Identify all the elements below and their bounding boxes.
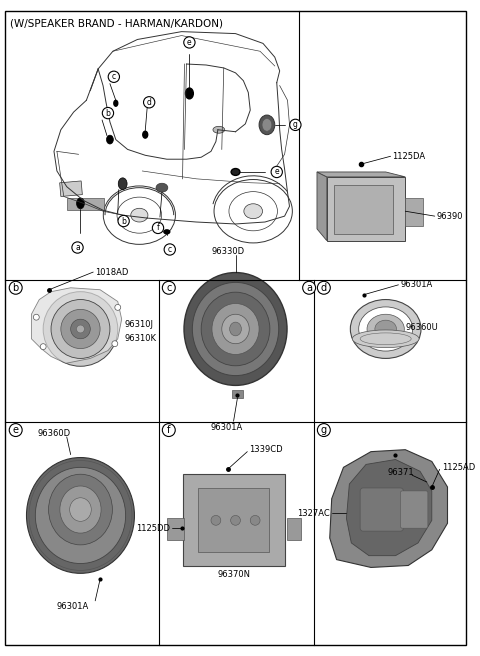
Ellipse shape — [244, 204, 263, 218]
Text: e: e — [187, 38, 192, 47]
Text: 96360U: 96360U — [405, 323, 438, 331]
Ellipse shape — [213, 127, 225, 133]
Bar — [231, 390, 243, 398]
Text: b: b — [12, 283, 19, 293]
Ellipse shape — [36, 467, 126, 564]
Polygon shape — [330, 449, 447, 567]
Ellipse shape — [60, 486, 101, 533]
FancyBboxPatch shape — [360, 488, 403, 531]
Polygon shape — [31, 288, 122, 363]
Circle shape — [55, 304, 106, 354]
Ellipse shape — [118, 178, 127, 190]
Ellipse shape — [114, 100, 118, 106]
FancyBboxPatch shape — [327, 177, 405, 241]
Circle shape — [72, 321, 88, 337]
Text: d: d — [321, 283, 327, 293]
FancyBboxPatch shape — [400, 491, 428, 528]
Text: c: c — [168, 245, 172, 254]
Text: 1018AD: 1018AD — [95, 268, 129, 277]
Text: f: f — [167, 425, 170, 435]
Bar — [198, 488, 269, 552]
Ellipse shape — [184, 272, 287, 386]
Text: a: a — [306, 283, 312, 293]
Ellipse shape — [76, 198, 84, 209]
Bar — [334, 185, 393, 234]
Circle shape — [230, 516, 240, 525]
Circle shape — [34, 314, 39, 320]
Ellipse shape — [70, 498, 91, 522]
Circle shape — [40, 344, 46, 350]
Ellipse shape — [367, 314, 404, 344]
Ellipse shape — [259, 115, 275, 134]
Text: b: b — [106, 109, 110, 117]
Ellipse shape — [201, 292, 270, 366]
Text: 96360D: 96360D — [37, 428, 71, 438]
Ellipse shape — [48, 474, 112, 545]
Text: 1327AC: 1327AC — [297, 509, 330, 518]
Bar — [167, 518, 184, 540]
Text: 96301A: 96301A — [210, 422, 242, 432]
Circle shape — [65, 314, 96, 344]
Text: b: b — [121, 216, 126, 226]
Text: (W/SPEAKER BRAND - HARMAN/KARDON): (W/SPEAKER BRAND - HARMAN/KARDON) — [10, 19, 223, 29]
Ellipse shape — [212, 304, 259, 354]
Polygon shape — [317, 172, 327, 241]
Text: e: e — [275, 167, 279, 176]
Text: 1125AD: 1125AD — [442, 463, 475, 472]
Circle shape — [112, 340, 118, 346]
Text: 1125DA: 1125DA — [393, 152, 426, 161]
Text: 1125DD: 1125DD — [136, 523, 170, 533]
Text: e: e — [12, 425, 19, 435]
Text: 1339CD: 1339CD — [249, 445, 283, 454]
Ellipse shape — [350, 300, 421, 358]
Circle shape — [51, 300, 110, 358]
Ellipse shape — [229, 322, 241, 336]
Text: 96301A: 96301A — [57, 602, 89, 611]
Text: 96371: 96371 — [388, 468, 414, 477]
Ellipse shape — [143, 131, 148, 138]
Circle shape — [115, 304, 120, 310]
Text: 96310J: 96310J — [125, 319, 154, 329]
Ellipse shape — [185, 88, 193, 99]
Text: g: g — [293, 120, 298, 129]
Text: c: c — [112, 72, 116, 81]
Ellipse shape — [107, 135, 113, 144]
Circle shape — [250, 516, 260, 525]
Ellipse shape — [262, 119, 272, 131]
Ellipse shape — [192, 282, 279, 376]
Text: 96330D: 96330D — [212, 247, 245, 256]
Text: f: f — [156, 224, 159, 232]
Bar — [287, 518, 301, 540]
Circle shape — [76, 325, 84, 333]
FancyBboxPatch shape — [67, 199, 104, 210]
Ellipse shape — [26, 457, 134, 573]
Ellipse shape — [359, 307, 413, 351]
Ellipse shape — [131, 208, 148, 222]
Ellipse shape — [352, 330, 419, 348]
Circle shape — [71, 319, 90, 338]
Bar — [60, 181, 83, 197]
FancyBboxPatch shape — [405, 199, 423, 226]
Text: c: c — [166, 283, 171, 293]
Polygon shape — [347, 459, 432, 556]
FancyBboxPatch shape — [182, 474, 285, 567]
Ellipse shape — [231, 169, 240, 175]
Circle shape — [61, 310, 100, 348]
Text: 96301A: 96301A — [400, 280, 432, 289]
Ellipse shape — [222, 314, 249, 344]
Ellipse shape — [164, 230, 170, 234]
Text: 96390: 96390 — [437, 212, 463, 220]
Text: g: g — [321, 425, 327, 435]
Ellipse shape — [375, 320, 396, 338]
Circle shape — [43, 292, 118, 366]
Polygon shape — [317, 172, 405, 177]
Text: a: a — [75, 243, 80, 252]
Ellipse shape — [156, 183, 168, 192]
Text: d: d — [147, 98, 152, 107]
Text: 96370N: 96370N — [218, 570, 251, 579]
Circle shape — [211, 516, 221, 525]
Text: 96310K: 96310K — [125, 335, 156, 343]
